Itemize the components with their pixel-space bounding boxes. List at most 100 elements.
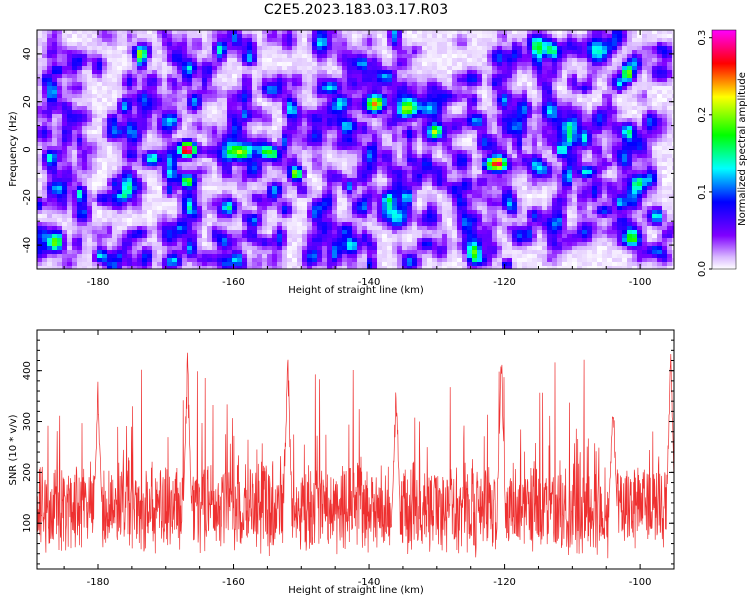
- heatmap-cell: [97, 54, 102, 58]
- heatmap-cell: [527, 174, 532, 178]
- heatmap-cell: [207, 170, 212, 174]
- heatmap-cell: [407, 98, 412, 102]
- heatmap-cell: [242, 150, 247, 154]
- heatmap-cell: [342, 86, 347, 90]
- heatmap-cell: [112, 162, 117, 166]
- heatmap-cell: [222, 142, 227, 146]
- heatmap-cell: [152, 38, 157, 42]
- heatmap-cell: [667, 74, 672, 78]
- heatmap-cell: [367, 118, 372, 122]
- heatmap-cell: [672, 50, 674, 54]
- heatmap-cell: [237, 58, 242, 62]
- heatmap-cell: [82, 74, 87, 78]
- heatmap-cell: [267, 90, 272, 94]
- heatmap-cell: [582, 122, 587, 126]
- heatmap-cell: [627, 42, 632, 46]
- heatmap-cell: [417, 174, 422, 178]
- heatmap-cell: [37, 134, 42, 138]
- heatmap-cell: [327, 110, 332, 114]
- heatmap-cell: [77, 50, 82, 54]
- heatmap-cell: [327, 158, 332, 162]
- heatmap-cell: [462, 178, 467, 182]
- heatmap-cell: [457, 118, 462, 122]
- heatmap-cell: [77, 162, 82, 166]
- heatmap-cell: [282, 38, 287, 42]
- heatmap-cell: [567, 38, 572, 42]
- heatmap-cell: [527, 54, 532, 58]
- heatmap-cell: [627, 134, 632, 138]
- heatmap-cell: [307, 110, 312, 114]
- heatmap-cell: [322, 158, 327, 162]
- heatmap-cell: [127, 146, 132, 150]
- heatmap-cell: [302, 74, 307, 78]
- heatmap-cell: [287, 86, 292, 90]
- heatmap-cell: [637, 50, 642, 54]
- heatmap-cell: [172, 82, 177, 86]
- heatmap-cell: [82, 146, 87, 150]
- heatmap-cell: [542, 30, 547, 34]
- heatmap-cell: [362, 66, 367, 70]
- heatmap-cell: [577, 166, 582, 170]
- heatmap-cell: [537, 74, 542, 78]
- heatmap-cell: [537, 42, 542, 46]
- heatmap-cell: [467, 98, 472, 102]
- heatmap-cell: [497, 138, 502, 142]
- heatmap-cell: [577, 74, 582, 78]
- heatmap-cell: [97, 110, 102, 114]
- heatmap-cell: [122, 30, 127, 34]
- heatmap-cell: [447, 102, 452, 106]
- heatmap-cell: [92, 98, 97, 102]
- heatmap-cell: [292, 146, 297, 150]
- heatmap-cell: [662, 118, 667, 122]
- heatmap-cell: [327, 70, 332, 74]
- heatmap-cell: [217, 106, 222, 110]
- heatmap-cell: [242, 66, 247, 70]
- heatmap-cell: [152, 50, 157, 54]
- heatmap-cell: [502, 90, 507, 94]
- heatmap-cell: [37, 86, 42, 90]
- heatmap-cell: [77, 118, 82, 122]
- heatmap-cell: [382, 94, 387, 98]
- heatmap-cell: [587, 154, 592, 158]
- heatmap-cell: [642, 78, 647, 82]
- heatmap-cell: [272, 162, 277, 166]
- heatmap-cell: [407, 142, 412, 146]
- heatmap-cell: [82, 98, 87, 102]
- heatmap-cell: [277, 30, 282, 34]
- heatmap-cell: [402, 42, 407, 46]
- heatmap-cell: [367, 138, 372, 142]
- heatmap-cell: [562, 78, 567, 82]
- heatmap-cell: [462, 182, 467, 186]
- heatmap-cell: [607, 86, 612, 90]
- heatmap-cell: [612, 162, 617, 166]
- heatmap-cell: [447, 170, 452, 174]
- heatmap-cell: [617, 42, 622, 46]
- heatmap-cell: [672, 118, 674, 122]
- heatmap-cell: [82, 166, 87, 170]
- heatmap-cell: [202, 166, 207, 170]
- heatmap-cell: [577, 138, 582, 142]
- heatmap-cell: [637, 166, 642, 170]
- heatmap-cell: [567, 166, 572, 170]
- heatmap-cell: [157, 46, 162, 50]
- heatmap-cell: [237, 86, 242, 90]
- heatmap-cell: [637, 38, 642, 42]
- heatmap-cell: [662, 30, 667, 34]
- heatmap-cell: [142, 54, 147, 58]
- heatmap-cell: [267, 114, 272, 118]
- heatmap-cell: [532, 122, 537, 126]
- heatmap-cell: [142, 78, 147, 82]
- heatmap-cell: [87, 134, 92, 138]
- heatmap-cell: [442, 166, 447, 170]
- heatmap-cell: [287, 174, 292, 178]
- heatmap-cell: [292, 94, 297, 98]
- heatmap-cell: [172, 118, 177, 122]
- heatmap-cell: [177, 38, 182, 42]
- heatmap-cell: [402, 174, 407, 178]
- heatmap-cell: [252, 42, 257, 46]
- heatmap-cell: [547, 110, 552, 114]
- heatmap-cell: [542, 130, 547, 134]
- heatmap-cell: [62, 54, 67, 58]
- heatmap-cell: [592, 170, 597, 174]
- heatmap-cell: [247, 30, 252, 34]
